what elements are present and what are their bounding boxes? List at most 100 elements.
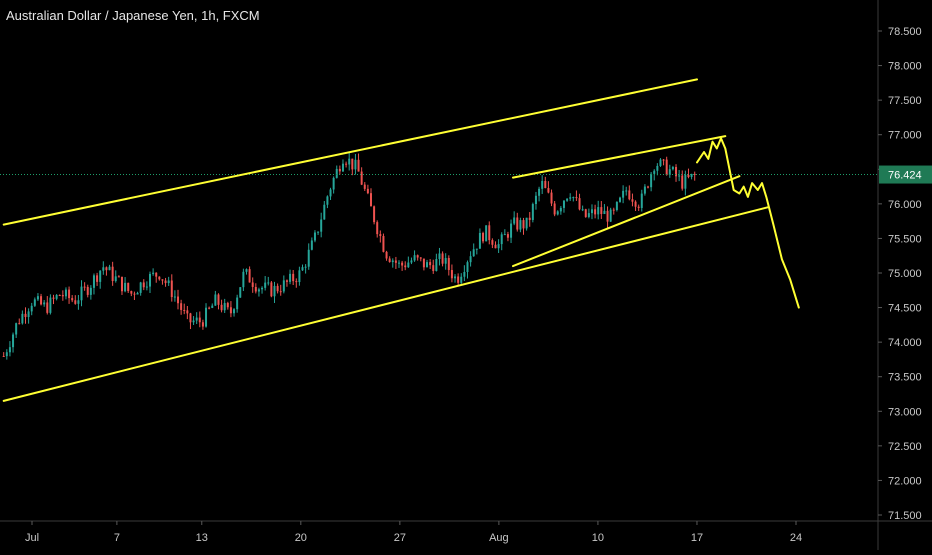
candle	[248, 266, 251, 283]
candle-body	[450, 270, 453, 279]
candle-body	[332, 177, 335, 190]
candle-body	[671, 167, 674, 170]
candle-body	[354, 159, 357, 170]
candle	[510, 219, 513, 244]
candle	[74, 295, 77, 305]
x-tick-label: 27	[394, 532, 406, 544]
candle	[531, 202, 534, 223]
candle-body	[404, 265, 407, 268]
candle-body	[506, 234, 509, 238]
candle	[298, 266, 301, 286]
candle	[566, 198, 569, 202]
candle	[615, 201, 618, 212]
candle	[600, 201, 603, 220]
candle	[357, 153, 360, 172]
candle-body	[500, 234, 503, 245]
candle-body	[600, 207, 603, 215]
candle	[214, 290, 217, 306]
candle-body	[684, 175, 687, 189]
candle	[186, 306, 189, 320]
candle	[148, 271, 151, 293]
candle	[301, 264, 304, 271]
candle-body	[236, 297, 239, 310]
candle-body	[136, 292, 139, 295]
candle-body	[566, 198, 569, 201]
candle	[61, 290, 64, 301]
candle-body	[678, 175, 681, 177]
candle	[46, 296, 49, 315]
candle-body	[659, 159, 662, 166]
candle-body	[148, 273, 151, 287]
candle	[170, 274, 173, 302]
candle	[388, 256, 391, 263]
candle	[478, 228, 481, 249]
candle-body	[40, 296, 43, 305]
candle-body	[628, 190, 631, 200]
y-tick-label: 75.500	[888, 233, 922, 245]
candle-body	[429, 262, 432, 266]
candle	[49, 294, 52, 315]
candle	[320, 212, 323, 238]
candle	[18, 318, 21, 325]
candle	[264, 276, 267, 291]
candle-body	[556, 211, 559, 215]
candle-body	[569, 197, 572, 199]
chart-title: Australian Dollar / Japanese Yen, 1h, FX…	[6, 8, 260, 23]
candle	[326, 195, 329, 209]
candle-body	[307, 249, 310, 267]
candle	[36, 293, 39, 302]
candle-body	[43, 302, 46, 305]
candle	[282, 275, 285, 294]
candle-body	[242, 271, 245, 288]
y-tick-label: 76.000	[888, 199, 922, 211]
projected-path	[696, 137, 800, 309]
candle-body	[12, 334, 15, 348]
candle-body	[254, 286, 257, 292]
candle	[491, 238, 494, 249]
candle	[454, 274, 457, 283]
candle-body	[650, 173, 653, 188]
candle-body	[127, 282, 130, 292]
candle	[239, 287, 242, 298]
candle-body	[264, 282, 267, 288]
candle-body	[351, 158, 354, 170]
candle	[310, 237, 313, 251]
candle-body	[435, 259, 438, 271]
candle	[236, 294, 239, 313]
candle	[33, 297, 36, 307]
candle-body	[257, 289, 260, 292]
candle-body	[513, 217, 516, 224]
candle	[569, 193, 572, 201]
candle	[152, 268, 155, 276]
candle-body	[195, 317, 198, 321]
candle	[432, 259, 435, 274]
candle	[208, 306, 211, 310]
candle	[233, 308, 236, 317]
candle	[435, 253, 438, 272]
candle	[164, 277, 167, 287]
candle-body	[475, 248, 478, 250]
candle-body	[145, 286, 148, 288]
candle-body	[217, 294, 220, 305]
candle	[373, 205, 376, 225]
candle	[261, 286, 264, 294]
candle-body	[80, 286, 83, 301]
candle-body	[58, 295, 61, 297]
candle	[89, 285, 92, 300]
candle-body	[229, 307, 232, 314]
candle-body	[597, 207, 600, 215]
candle-body	[609, 209, 612, 222]
candle	[497, 239, 500, 254]
candle-body	[665, 159, 668, 175]
candle	[538, 186, 541, 202]
candle	[99, 270, 102, 289]
candle-body	[376, 222, 379, 235]
candle	[631, 193, 634, 207]
candle-body	[205, 307, 208, 327]
candle-body	[366, 188, 369, 194]
candle	[201, 319, 204, 330]
candle-body	[335, 168, 338, 178]
candle-body	[391, 260, 394, 263]
